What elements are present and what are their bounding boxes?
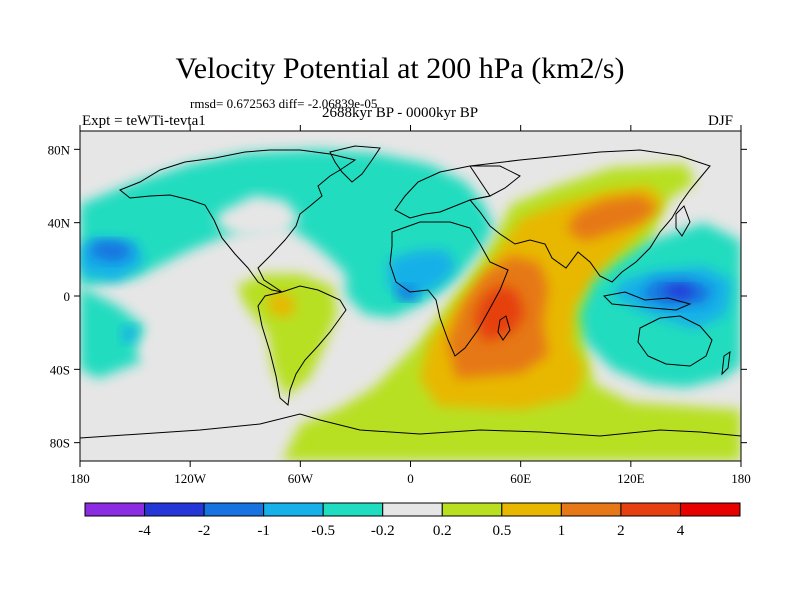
colorbar-box <box>203 502 265 517</box>
x-tick-label: 120E <box>617 471 645 486</box>
y-tick-label: 80S <box>50 436 70 451</box>
colorbar-box <box>679 502 741 517</box>
contour-fields <box>80 149 741 461</box>
x-tick-label: 180 <box>731 471 751 486</box>
coastline-asia <box>469 149 711 283</box>
colorbar-label: 1 <box>558 523 566 539</box>
field-negative-small-africa <box>395 285 418 300</box>
field-negative-pacific-south <box>80 286 154 379</box>
colorbar-label: -2 <box>198 523 211 539</box>
field-neutral-north-america <box>217 195 301 238</box>
colorbar-box <box>144 502 205 517</box>
coastline-greenland <box>329 145 381 183</box>
season-label: DJF <box>708 113 734 129</box>
coastline-japan <box>675 205 691 237</box>
stats-text: rmsd= 0.672563 diff= -2.06839e-05 <box>190 96 378 111</box>
x-tick-label: 0 <box>407 471 414 486</box>
coastline-north-america <box>119 149 357 293</box>
colorbar-label: 4 <box>677 523 685 539</box>
field-positive-weak-south-america <box>236 274 338 397</box>
coastline-madagascar <box>497 315 511 341</box>
field-negative-core-north-pacific <box>89 241 136 263</box>
y-tick-label: 40N <box>48 216 71 231</box>
colorbar-label: 2 <box>617 523 625 539</box>
period-label: 2688kyr BP - 0000kyr BP <box>322 105 479 121</box>
x-tick-label: 120W <box>174 471 207 486</box>
colorbar-label: -4 <box>138 523 151 539</box>
x-tick-label: 60W <box>288 471 314 486</box>
field-positive-max <box>474 285 525 342</box>
coastline-antarctica <box>80 413 741 439</box>
field-negative-core-west-pacific <box>663 285 697 300</box>
colorbar-label: -0.5 <box>311 523 335 539</box>
y-tick-label: 80N <box>48 142 71 157</box>
colorbar-box <box>620 502 681 517</box>
colorbar-box <box>322 502 384 517</box>
x-tick-label: 180 <box>70 471 90 486</box>
field-positive-south-america <box>267 292 297 318</box>
x-tick-label: 60E <box>510 471 531 486</box>
colorbar-label: 0.2 <box>433 523 452 539</box>
coastlines <box>80 145 741 439</box>
colorbar-box <box>560 502 622 517</box>
coastline-new-zealand <box>721 350 731 376</box>
colorbar: -4 -2 -1 -0.5 -0.2 0.2 0.5 1 2 4 <box>84 502 741 539</box>
coastline-africa <box>389 221 509 357</box>
colorbar-box <box>441 502 503 517</box>
coastline-indonesia <box>602 291 692 311</box>
coastline-europe <box>394 165 521 219</box>
map-axes: 180 120W 60W 0 60E 120E 180 80N 40N 0 40S 80S <box>48 125 751 486</box>
y-tick-label: 40S <box>50 362 70 377</box>
colorbar-box <box>84 502 146 517</box>
y-tick-label: 0 <box>64 289 71 304</box>
colorbar-label: -0.2 <box>371 523 395 539</box>
experiment-label: Expt = teWTi-tevta1 <box>82 113 206 129</box>
colorbar-label: 0.5 <box>492 523 511 539</box>
field-negative-small-pacific <box>120 325 139 344</box>
field-positive-strong-asia <box>566 195 659 241</box>
colorbar-box <box>263 502 324 517</box>
coastline-south-america <box>257 285 347 406</box>
chart-title: Velocity Potential at 200 hPa (km2/s) <box>175 52 625 85</box>
colorbar-box <box>501 502 562 517</box>
colorbar-box <box>382 502 443 517</box>
coastline-australia <box>637 315 713 367</box>
colorbar-label: -1 <box>257 523 270 539</box>
field-neutral-east-pacific <box>135 286 237 388</box>
